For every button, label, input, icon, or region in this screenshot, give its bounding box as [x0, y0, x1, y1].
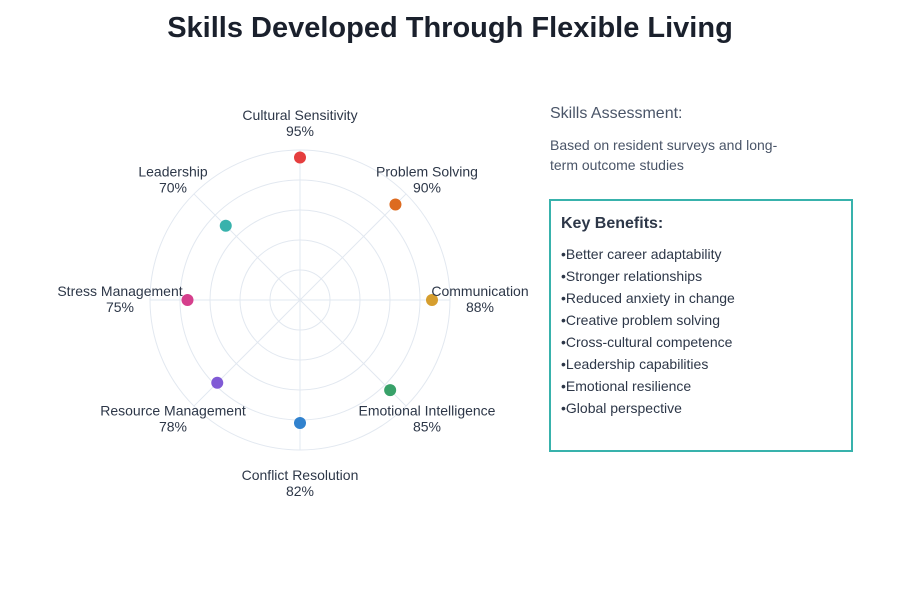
key-benefits-title: Key Benefits: [561, 215, 664, 232]
axis-label: Stress Management [57, 283, 182, 299]
value-label: 88% [466, 299, 494, 315]
benefit-item: Better career adaptability [561, 243, 841, 265]
data-point [384, 384, 397, 397]
value-label: 75% [106, 299, 134, 315]
value-label: 70% [159, 179, 187, 195]
key-benefits-list: Better career adaptability Stronger rela… [561, 243, 841, 419]
value-label: 82% [286, 483, 314, 499]
axis-label: Conflict Resolution [242, 467, 359, 483]
value-label: 90% [413, 179, 441, 195]
grid-spoke [299, 193, 407, 301]
value-label: 95% [286, 123, 314, 139]
benefit-item: Creative problem solving [561, 309, 841, 331]
axis-label: Emotional Intelligence [359, 403, 496, 419]
grid-spoke [193, 299, 301, 407]
data-point [219, 219, 232, 232]
data-point [211, 376, 224, 389]
axis-label: Problem Solving [376, 163, 478, 179]
data-point [181, 294, 194, 306]
page-title: Skills Developed Through Flexible Living [167, 12, 733, 44]
benefit-item: Stronger relationships [561, 265, 841, 287]
benefit-item: Cross-cultural competence [561, 331, 841, 353]
axis-label: Cultural Sensitivity [242, 107, 357, 123]
assessment-description: Based on resident surveys and long-term … [550, 137, 778, 173]
radar-points [181, 151, 438, 429]
data-point [426, 294, 438, 306]
benefit-item: Leadership capabilities [561, 353, 841, 375]
data-point [389, 198, 402, 211]
axis-label: Resource Management [100, 403, 246, 419]
value-label: 78% [159, 419, 187, 435]
benefit-item: Global perspective [561, 397, 841, 419]
benefit-item: Emotional resilience [561, 375, 841, 397]
assessment-title: Skills Assessment: [550, 105, 683, 122]
data-point [294, 417, 306, 429]
key-benefits-box: Key Benefits: Better career adaptability… [549, 199, 853, 452]
benefit-item: Reduced anxiety in change [561, 287, 841, 309]
data-point [294, 151, 306, 164]
axis-label: Communication [431, 283, 528, 299]
value-label: 85% [413, 419, 441, 435]
axis-label: Leadership [138, 163, 207, 179]
grid-spoke [193, 193, 301, 301]
